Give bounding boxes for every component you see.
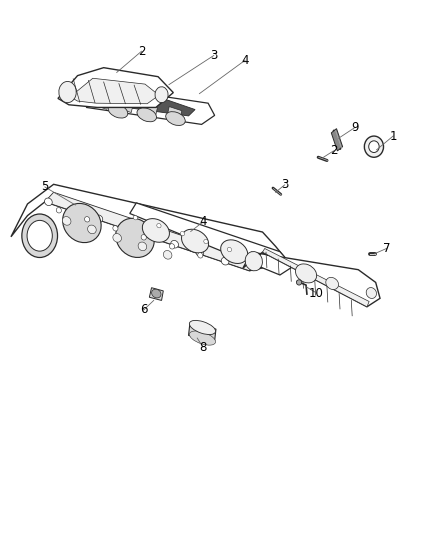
Ellipse shape — [196, 249, 204, 256]
Ellipse shape — [157, 223, 161, 228]
Ellipse shape — [145, 232, 153, 239]
Ellipse shape — [141, 235, 146, 240]
Ellipse shape — [251, 255, 255, 260]
Ellipse shape — [364, 136, 384, 157]
Text: 10: 10 — [309, 287, 324, 300]
Ellipse shape — [366, 288, 377, 298]
Text: 3: 3 — [210, 49, 217, 62]
Text: 4: 4 — [199, 215, 207, 229]
Polygon shape — [94, 97, 109, 109]
Polygon shape — [130, 203, 293, 275]
Text: 1: 1 — [389, 130, 397, 142]
Ellipse shape — [227, 247, 232, 252]
Ellipse shape — [45, 198, 52, 206]
Polygon shape — [86, 91, 215, 124]
Ellipse shape — [245, 252, 262, 271]
Polygon shape — [11, 184, 289, 271]
Ellipse shape — [171, 240, 178, 248]
Polygon shape — [119, 100, 133, 112]
Ellipse shape — [198, 253, 203, 258]
Ellipse shape — [221, 240, 248, 263]
Polygon shape — [243, 252, 380, 307]
Ellipse shape — [138, 242, 147, 251]
Ellipse shape — [95, 215, 103, 223]
Polygon shape — [45, 192, 258, 271]
Text: 2: 2 — [330, 144, 337, 157]
Polygon shape — [143, 103, 157, 116]
Ellipse shape — [296, 264, 317, 283]
Ellipse shape — [88, 225, 96, 233]
Ellipse shape — [133, 215, 138, 220]
Ellipse shape — [137, 108, 156, 122]
Text: 9: 9 — [351, 121, 359, 134]
Ellipse shape — [62, 216, 71, 225]
Text: 3: 3 — [281, 179, 288, 191]
Polygon shape — [262, 248, 369, 307]
Ellipse shape — [27, 220, 52, 251]
Ellipse shape — [180, 231, 184, 236]
Ellipse shape — [113, 225, 118, 231]
Ellipse shape — [369, 141, 379, 152]
Ellipse shape — [155, 87, 168, 103]
Polygon shape — [70, 78, 159, 104]
Ellipse shape — [56, 208, 61, 213]
Ellipse shape — [120, 223, 128, 231]
Ellipse shape — [181, 229, 208, 253]
Text: 8: 8 — [199, 341, 207, 353]
Ellipse shape — [170, 244, 175, 249]
Ellipse shape — [221, 257, 229, 265]
Ellipse shape — [59, 82, 76, 103]
Ellipse shape — [326, 277, 339, 289]
Ellipse shape — [113, 233, 121, 242]
Text: 7: 7 — [383, 242, 390, 255]
Ellipse shape — [204, 239, 208, 244]
Ellipse shape — [189, 331, 215, 345]
Polygon shape — [188, 324, 216, 341]
Ellipse shape — [63, 204, 101, 243]
Text: 2: 2 — [138, 45, 145, 58]
Ellipse shape — [108, 104, 128, 118]
Polygon shape — [149, 288, 163, 301]
Ellipse shape — [85, 216, 90, 222]
Ellipse shape — [70, 206, 78, 214]
Ellipse shape — [189, 320, 215, 335]
Ellipse shape — [297, 280, 302, 285]
Ellipse shape — [116, 219, 154, 257]
Text: 5: 5 — [41, 181, 49, 193]
Ellipse shape — [142, 219, 170, 243]
Text: 4: 4 — [241, 54, 249, 67]
Polygon shape — [167, 107, 182, 119]
Polygon shape — [58, 68, 173, 108]
Ellipse shape — [166, 111, 185, 125]
Ellipse shape — [22, 214, 57, 257]
Ellipse shape — [163, 251, 172, 259]
Ellipse shape — [152, 289, 161, 298]
Polygon shape — [331, 128, 343, 151]
Text: 6: 6 — [140, 303, 148, 317]
Polygon shape — [95, 96, 195, 116]
